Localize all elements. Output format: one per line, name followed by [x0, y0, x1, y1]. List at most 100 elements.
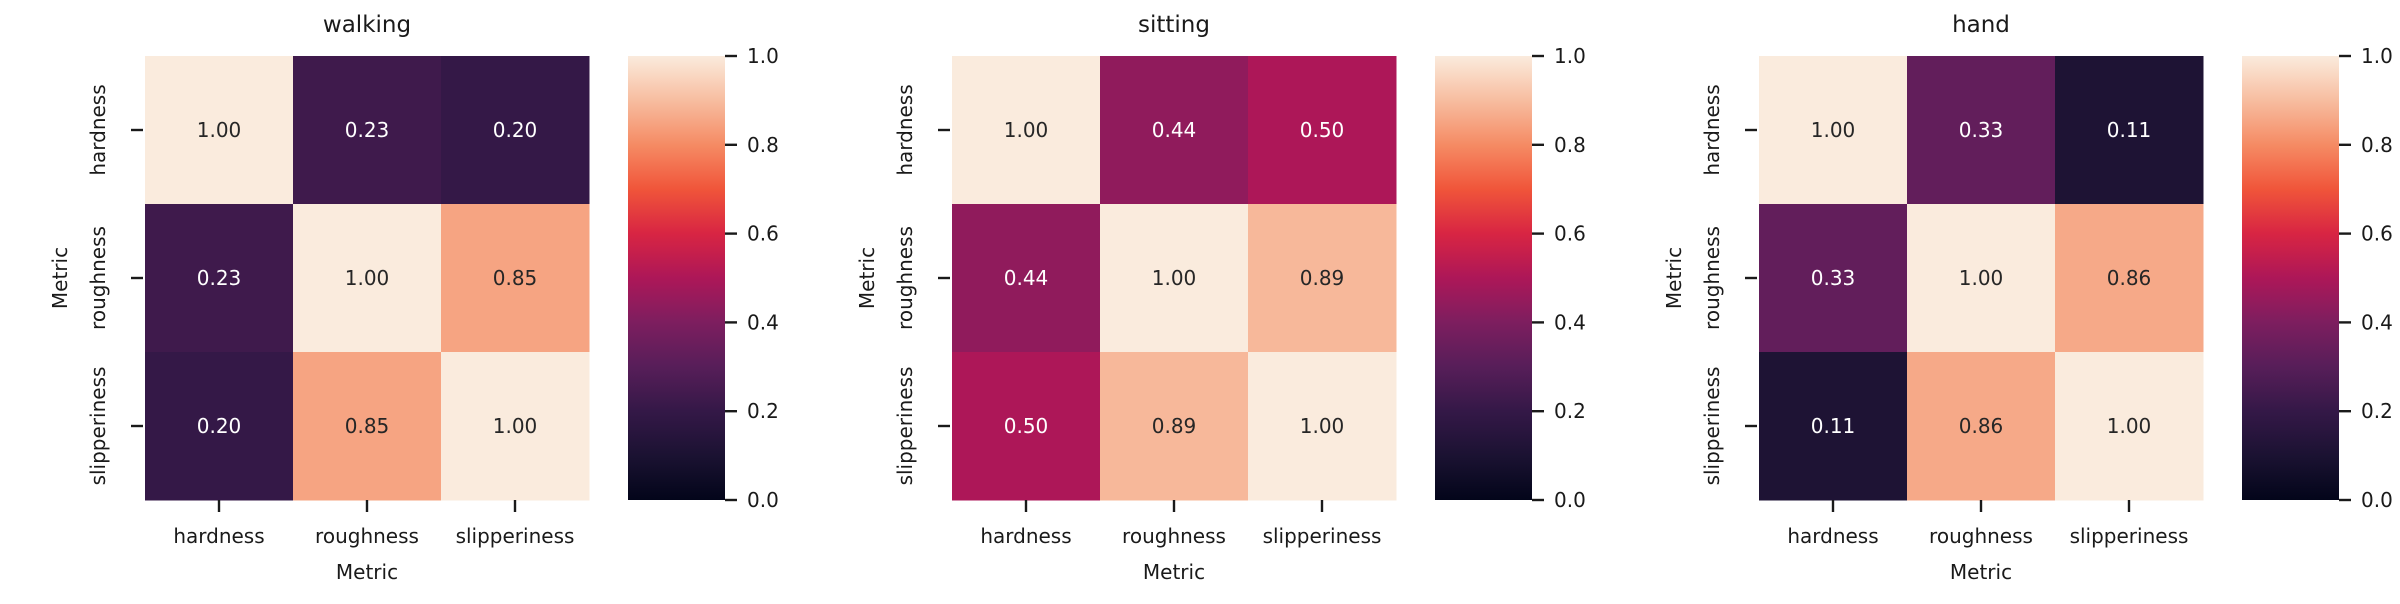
colorbar-tick-label: 0.8 [747, 133, 779, 157]
colorbar-tick-label: 0.2 [2361, 399, 2393, 423]
y-axis-label: Metric [48, 247, 72, 309]
heatmap-cell [1248, 204, 1397, 353]
heatmap-cell [1100, 204, 1249, 353]
heatmap-cell [2055, 204, 2204, 353]
cell-value-label: 0.20 [493, 118, 538, 142]
colorbar-tick-label: 0.8 [2361, 133, 2393, 157]
heatmap-cell [952, 56, 1101, 205]
x-tick-label: hardness [980, 524, 1071, 548]
cell-value-label: 1.00 [1300, 414, 1345, 438]
heatmap-panel-2: sitting 1.00 0.44 0.50 0.44 1.00 0.89 0.50 0.89 1… [855, 12, 1586, 584]
colorbar-tick-label: 0.2 [747, 399, 779, 423]
colorbar-tick-label: 1.0 [2361, 44, 2393, 68]
heatmap-cell [145, 56, 294, 205]
cell-value-label: 1.00 [1004, 118, 1049, 142]
heatmap-cell [1100, 352, 1249, 501]
x-axis-label: Metric [1143, 560, 1205, 584]
heatmap-cell [1907, 204, 2056, 353]
y-tick-label: roughness [1700, 226, 1724, 330]
y-tick-label: hardness [1700, 84, 1724, 175]
heatmap-cell [1759, 352, 1908, 501]
x-tick-label: slipperiness [2070, 524, 2189, 548]
x-tick-label: slipperiness [456, 524, 575, 548]
cell-value-label: 0.23 [197, 266, 242, 290]
heatmap-cell [1248, 56, 1397, 205]
colorbar-tick-label: 0.2 [1554, 399, 1586, 423]
colorbar [2242, 56, 2339, 500]
y-tick-label: slipperiness [86, 367, 110, 486]
cell-value-label: 0.85 [493, 266, 538, 290]
heatmap-cell [293, 204, 442, 353]
colorbar-tick-label: 0.6 [1554, 222, 1586, 246]
colorbar-tick-label: 0.4 [747, 310, 779, 334]
cell-value-label: 1.00 [2107, 414, 2152, 438]
colorbar-tick-label: 0.0 [2361, 488, 2393, 512]
colorbar-tick-label: 1.0 [1554, 44, 1586, 68]
cell-value-label: 0.89 [1300, 266, 1345, 290]
cell-value-label: 0.86 [2107, 266, 2152, 290]
heatmap-cell [2055, 352, 2204, 501]
heatmap-cell [952, 204, 1101, 353]
y-tick-label: slipperiness [1700, 367, 1724, 486]
panel-title: sitting [1138, 12, 1210, 38]
heatmap-cell [145, 204, 294, 353]
cell-value-label: 0.85 [345, 414, 390, 438]
y-axis-label: Metric [855, 247, 879, 309]
x-tick-label: roughness [1929, 524, 2033, 548]
cell-value-label: 0.44 [1152, 118, 1197, 142]
heatmap-cell [441, 352, 590, 501]
panel-title: hand [1952, 12, 2010, 38]
x-tick-label: roughness [1122, 524, 1226, 548]
panel-title: walking [323, 12, 411, 38]
cell-value-label: 0.33 [1959, 118, 2004, 142]
cell-value-label: 0.11 [1811, 414, 1856, 438]
cell-value-label: 1.00 [1959, 266, 2004, 290]
y-axis-label: Metric [1662, 247, 1686, 309]
x-tick-label: hardness [173, 524, 264, 548]
heatmap-panel-1: walking 1.00 0.23 0.20 0.23 1.00 0.85 0.20 0.85 1… [48, 12, 779, 584]
cell-value-label: 0.89 [1152, 414, 1197, 438]
colorbar-tick-label: 0.4 [1554, 310, 1586, 334]
y-tick-label: roughness [893, 226, 917, 330]
y-tick-label: slipperiness [893, 367, 917, 486]
heatmap-cell [441, 56, 590, 205]
cell-value-label: 0.23 [345, 118, 390, 142]
cell-value-label: 1.00 [1152, 266, 1197, 290]
heatmap-cell [441, 204, 590, 353]
colorbar [1435, 56, 1532, 500]
colorbar-tick-label: 0.6 [2361, 222, 2393, 246]
colorbar-tick-label: 0.6 [747, 222, 779, 246]
cell-value-label: 1.00 [493, 414, 538, 438]
colorbar-tick-label: 0.0 [747, 488, 779, 512]
colorbar-tick-label: 0.4 [2361, 310, 2393, 334]
heatmap-cell [293, 56, 442, 205]
cell-value-label: 0.50 [1300, 118, 1345, 142]
cell-value-label: 0.50 [1004, 414, 1049, 438]
x-axis-label: Metric [336, 560, 398, 584]
cell-value-label: 0.20 [197, 414, 242, 438]
heatmap-cell [1907, 56, 2056, 205]
cell-value-label: 0.11 [2107, 118, 2152, 142]
cell-value-label: 1.00 [197, 118, 242, 142]
heatmap-cell [1759, 56, 1908, 205]
heatmap-cell [1248, 352, 1397, 501]
x-tick-label: hardness [1787, 524, 1878, 548]
colorbar [628, 56, 725, 500]
cell-value-label: 0.44 [1004, 266, 1049, 290]
cell-value-label: 1.00 [345, 266, 390, 290]
heatmap-cell [952, 352, 1101, 501]
heatmap-cell [2055, 56, 2204, 205]
colorbar-tick-label: 0.8 [1554, 133, 1586, 157]
cell-value-label: 0.86 [1959, 414, 2004, 438]
colorbar-tick-label: 1.0 [747, 44, 779, 68]
heatmap-cell [1759, 204, 1908, 353]
y-tick-label: roughness [86, 226, 110, 330]
colorbar-tick-label: 0.0 [1554, 488, 1586, 512]
x-axis-label: Metric [1950, 560, 2012, 584]
cell-value-label: 0.33 [1811, 266, 1856, 290]
cell-value-label: 1.00 [1811, 118, 1856, 142]
heatmap-cell [1907, 352, 2056, 501]
heatmap-cell [293, 352, 442, 501]
